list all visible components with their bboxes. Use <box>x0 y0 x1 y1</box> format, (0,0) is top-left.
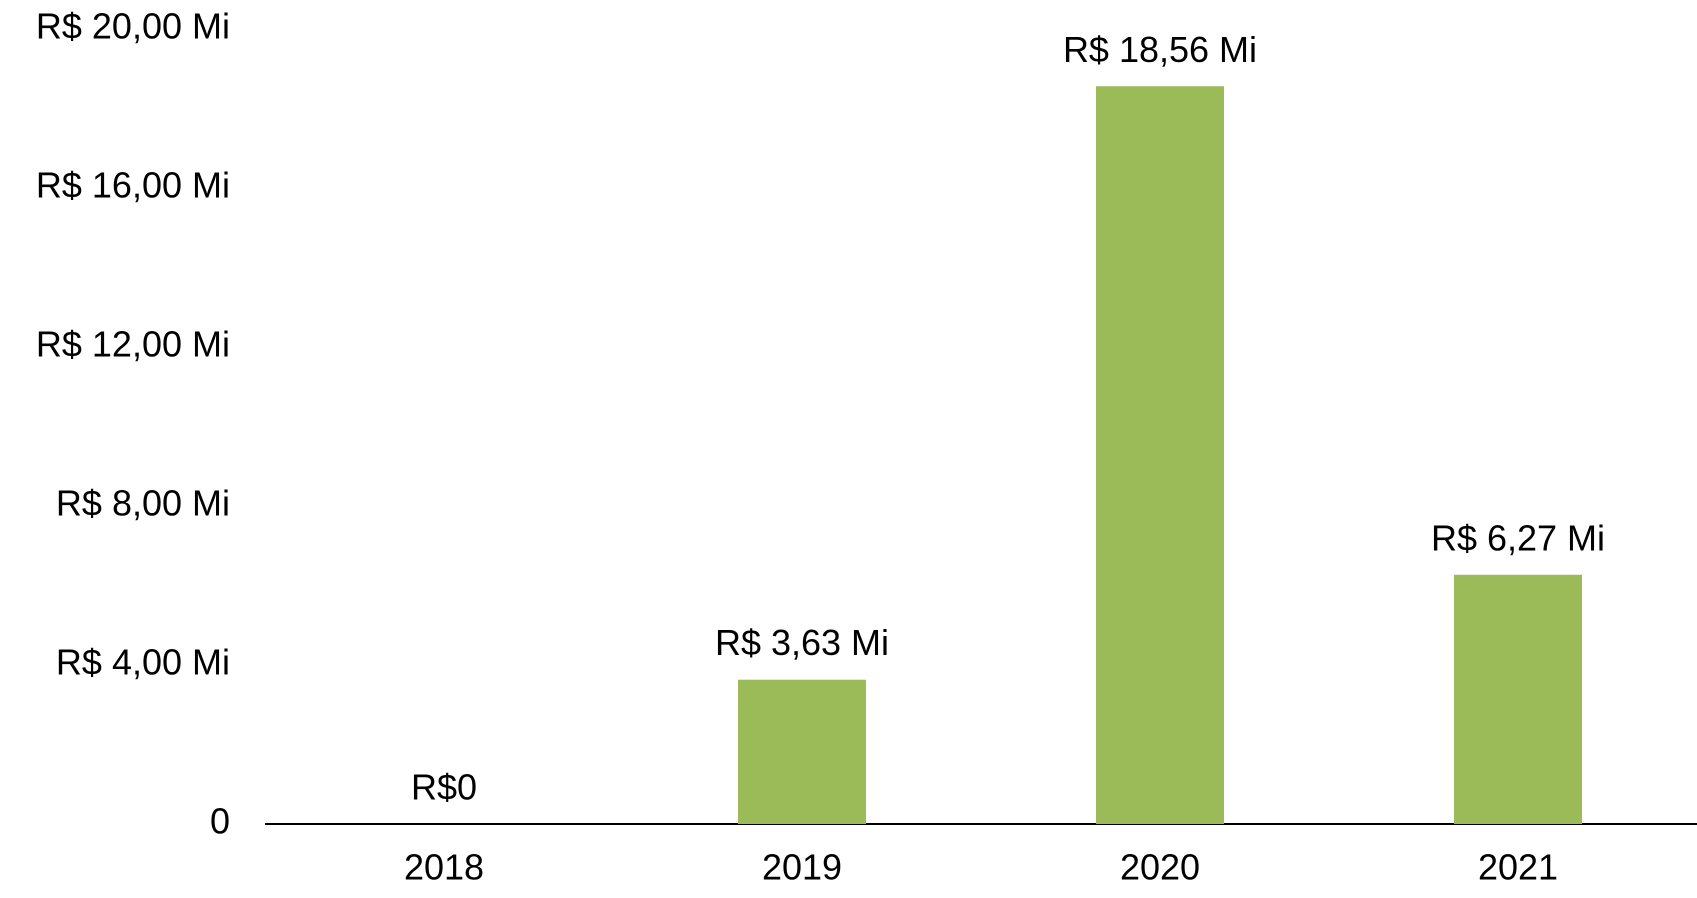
data-label: R$ 18,56 Mi <box>1063 29 1257 70</box>
y-tick-label: R$ 12,00 Mi <box>36 324 230 365</box>
bar <box>1096 86 1224 825</box>
x-tick-label: 2021 <box>1478 847 1558 888</box>
y-tick-label: R$ 8,00 Mi <box>56 483 230 524</box>
x-tick-label: 2020 <box>1120 847 1200 888</box>
bar <box>1454 574 1582 824</box>
data-label: R$0 <box>411 767 477 808</box>
data-label: R$ 3,63 Mi <box>715 622 889 663</box>
y-tick-label: 0 <box>210 801 230 842</box>
x-tick-label: 2018 <box>404 847 484 888</box>
x-tick-label: 2019 <box>762 847 842 888</box>
y-tick-label: R$ 16,00 Mi <box>36 165 230 206</box>
y-tick-label: R$ 20,00 Mi <box>36 6 230 47</box>
data-label: R$ 6,27 Mi <box>1431 517 1605 558</box>
y-tick-label: R$ 4,00 Mi <box>56 642 230 683</box>
bar <box>738 679 866 824</box>
